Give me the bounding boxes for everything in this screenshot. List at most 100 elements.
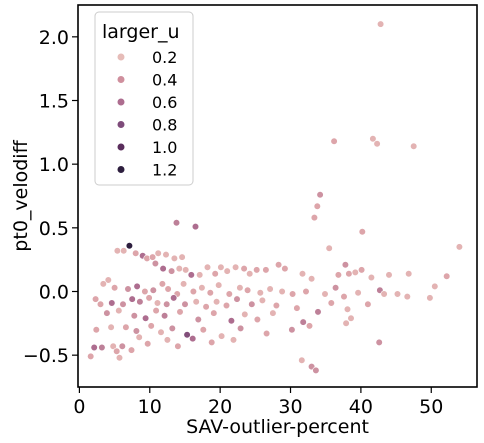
data-point <box>161 312 169 320</box>
data-point <box>312 366 320 375</box>
legend-marker <box>116 97 126 107</box>
data-point <box>308 275 316 283</box>
data-point <box>237 324 245 333</box>
data-point <box>109 342 117 350</box>
x-tick-label: 10 <box>138 396 162 418</box>
data-point <box>182 266 190 274</box>
data-point <box>136 298 144 306</box>
data-point <box>354 289 362 297</box>
data-point <box>253 315 261 324</box>
data-point <box>180 280 188 288</box>
data-point <box>342 319 350 327</box>
data-point <box>431 282 439 291</box>
y-tick-label: 2.0 <box>39 27 69 49</box>
legend-marker <box>116 120 126 129</box>
data-point <box>124 285 132 293</box>
data-point <box>104 276 112 284</box>
data-point <box>149 286 157 294</box>
data-point <box>334 271 343 279</box>
data-point <box>157 328 165 336</box>
data-point <box>310 214 319 222</box>
legend: larger_u 0.2 0.4 0.6 0.8 1.0 1.2 <box>94 11 194 186</box>
data-point <box>269 309 277 317</box>
data-point <box>202 303 210 311</box>
x-axis-label: SAV-outlier-percent <box>186 416 369 438</box>
legend-label: 1.0 <box>152 138 177 157</box>
data-point <box>170 294 178 302</box>
data-point <box>321 290 329 298</box>
data-point <box>122 323 130 331</box>
data-point <box>215 281 223 289</box>
legend-title: larger_u <box>102 21 180 43</box>
data-point <box>103 309 111 317</box>
data-point <box>316 191 324 199</box>
data-point <box>262 266 270 274</box>
data-point <box>159 265 167 273</box>
data-point <box>87 352 95 361</box>
data-point <box>275 261 283 269</box>
x-tick-label: 20 <box>208 396 232 418</box>
x-tick-label: 30 <box>278 396 302 418</box>
legend-label: 0.4 <box>152 71 177 90</box>
data-point <box>298 270 307 278</box>
legend-marker <box>116 142 126 152</box>
legend-label: 0.2 <box>152 48 177 67</box>
data-point <box>130 312 138 320</box>
data-point <box>144 340 152 348</box>
data-point <box>203 263 212 271</box>
data-point <box>281 265 289 273</box>
data-point <box>163 300 171 308</box>
data-point <box>92 326 100 334</box>
data-point <box>302 287 310 296</box>
points-layer <box>87 20 464 375</box>
data-point <box>313 202 321 210</box>
legend-label: 1.2 <box>152 161 177 180</box>
data-point <box>298 356 306 364</box>
data-point <box>225 290 233 298</box>
data-point <box>426 294 434 302</box>
data-point <box>125 242 133 250</box>
x-tick-label: 0 <box>73 396 85 418</box>
y-tick-label: 0.0 <box>39 282 69 304</box>
data-point <box>119 300 127 308</box>
x-tick-label: 40 <box>349 396 373 418</box>
data-point <box>375 338 383 347</box>
data-point <box>343 305 352 313</box>
legend-marker <box>116 52 126 62</box>
data-point <box>345 270 353 278</box>
data-point <box>154 249 162 257</box>
data-point <box>108 299 116 307</box>
data-point <box>410 142 418 150</box>
legend-marker <box>116 165 126 174</box>
y-axis-label: pt0_velodiff <box>10 139 32 251</box>
data-point <box>162 251 170 259</box>
data-point <box>110 284 119 292</box>
data-point <box>246 270 254 278</box>
data-point <box>191 223 200 231</box>
data-point <box>158 280 166 288</box>
y-tick-label: 1.0 <box>39 154 69 176</box>
data-point <box>164 285 172 293</box>
legend-entries: 0.2 0.4 0.6 0.8 1.0 1.2 <box>116 48 177 180</box>
data-point <box>115 354 124 362</box>
data-point <box>229 336 238 344</box>
legend-label: 0.8 <box>152 116 177 135</box>
data-point <box>263 329 271 338</box>
plot-frame <box>77 4 478 388</box>
data-point <box>206 289 214 297</box>
legend-marker <box>116 75 126 84</box>
data-point <box>293 304 301 312</box>
data-point <box>405 270 413 278</box>
data-point <box>385 271 393 279</box>
data-point <box>299 318 307 326</box>
data-point <box>233 295 241 303</box>
data-point <box>181 300 189 308</box>
data-point <box>113 247 121 255</box>
data-point <box>187 271 195 279</box>
data-point <box>172 219 181 227</box>
data-point <box>232 263 240 271</box>
data-point <box>393 290 402 298</box>
data-point <box>192 298 200 306</box>
data-point <box>340 293 348 301</box>
